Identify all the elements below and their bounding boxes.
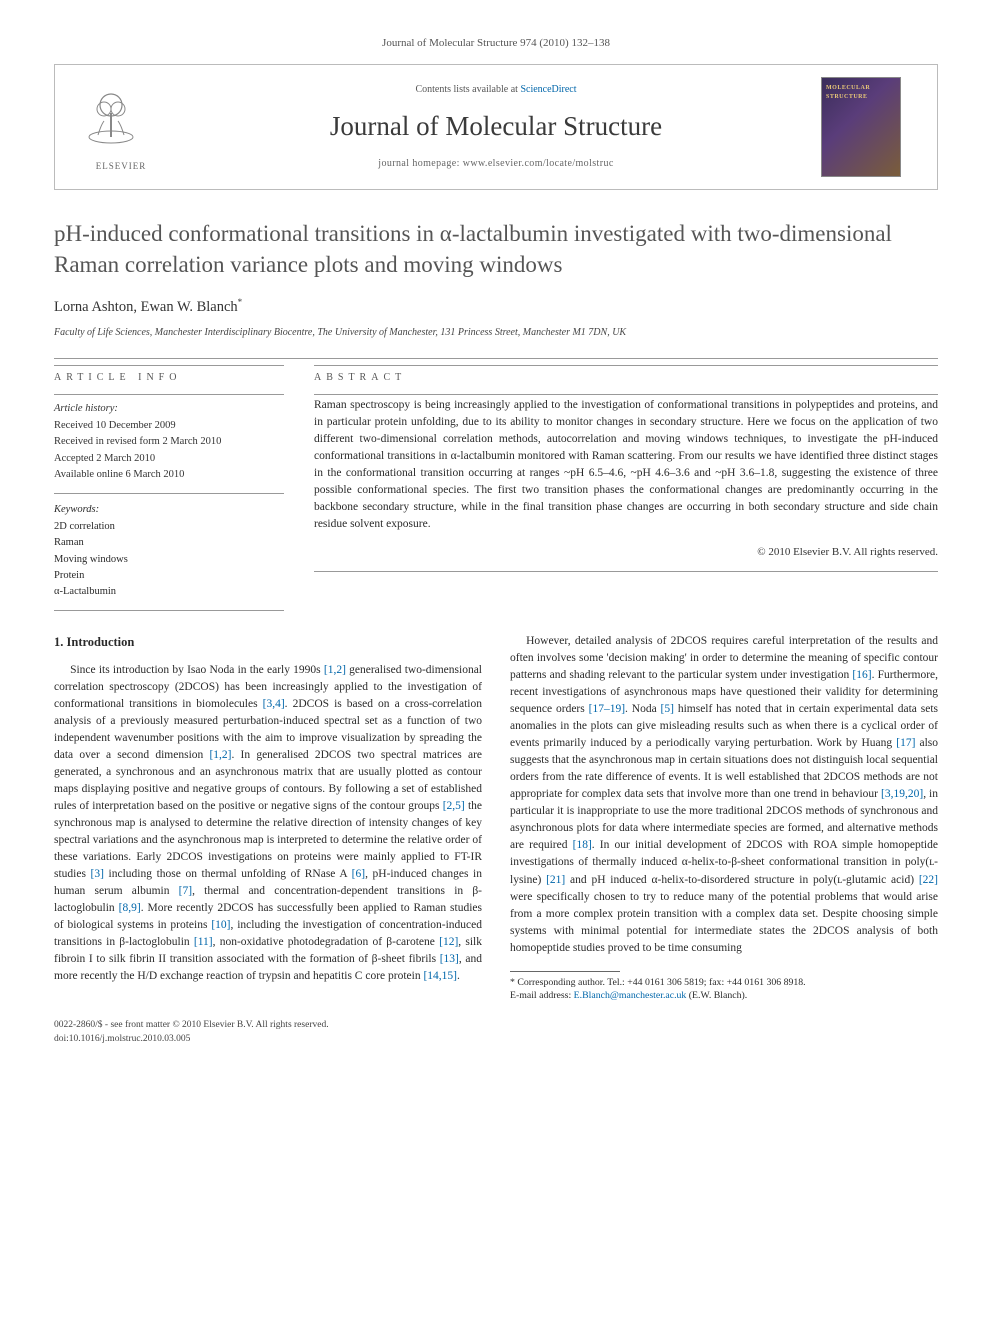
- history-online: Available online 6 March 2010: [54, 467, 284, 482]
- journal-reference: Journal of Molecular Structure 974 (2010…: [54, 36, 938, 52]
- ref-link[interactable]: [17]: [896, 737, 915, 749]
- abstract-copyright: © 2010 Elsevier B.V. All rights reserved…: [314, 545, 938, 561]
- email-suffix: (E.W. Blanch).: [686, 990, 747, 1001]
- ref-link[interactable]: [3,19,20]: [881, 788, 923, 800]
- info-abstract-row: ARTICLE INFO Article history: Received 1…: [54, 365, 938, 611]
- homepage-prefix: journal homepage:: [378, 158, 462, 169]
- ref-link[interactable]: [18]: [573, 839, 592, 851]
- abstract-body: Raman spectroscopy is being increasingly…: [314, 394, 938, 572]
- keyword-item: 2D correlation: [54, 519, 284, 534]
- ref-link[interactable]: [21]: [546, 874, 565, 886]
- email-link[interactable]: E.Blanch@manchester.ac.uk: [574, 990, 687, 1001]
- ref-link[interactable]: [11]: [194, 936, 213, 948]
- ref-link[interactable]: [13]: [440, 953, 459, 965]
- history-received: Received 10 December 2009: [54, 418, 284, 433]
- cover-thumbnail: MOLECULAR STRUCTURE: [821, 77, 901, 177]
- corresponding-marker: *: [238, 297, 243, 307]
- abstract-column: ABSTRACT Raman spectroscopy is being inc…: [314, 365, 938, 611]
- issn-line: 0022-2860/$ - see front matter © 2010 El…: [54, 1019, 938, 1033]
- abstract-heading: ABSTRACT: [314, 365, 938, 394]
- history-label: Article history:: [54, 401, 284, 416]
- masthead-center: Contents lists available at ScienceDirec…: [183, 83, 809, 171]
- corresponding-footnote: * Corresponding author. Tel.: +44 0161 3…: [510, 976, 938, 1003]
- ref-link[interactable]: [16]: [852, 669, 871, 681]
- keyword-item: Raman: [54, 535, 284, 550]
- cover-thumb-title: MOLECULAR STRUCTURE: [826, 84, 896, 101]
- keywords-label: Keywords:: [54, 502, 284, 517]
- keyword-item: Moving windows: [54, 552, 284, 567]
- footnote-email-line: E-mail address: E.Blanch@manchester.ac.u…: [510, 989, 938, 1003]
- contents-line: Contents lists available at ScienceDirec…: [183, 83, 809, 98]
- publisher-name: ELSEVIER: [71, 160, 171, 173]
- keyword-item: Protein: [54, 568, 284, 583]
- article-info-heading: ARTICLE INFO: [54, 365, 284, 394]
- ref-link[interactable]: [2,5]: [443, 800, 465, 812]
- homepage-line: journal homepage: www.elsevier.com/locat…: [183, 157, 809, 172]
- ref-link[interactable]: [1,2]: [209, 749, 231, 761]
- history-revised: Received in revised form 2 March 2010: [54, 434, 284, 449]
- paragraph-2: However, detailed analysis of 2DCOS requ…: [510, 633, 938, 956]
- footnote-contact: * Corresponding author. Tel.: +44 0161 3…: [510, 976, 938, 990]
- elsevier-tree-icon: [71, 80, 151, 160]
- author-names: Lorna Ashton, Ewan W. Blanch: [54, 299, 238, 315]
- masthead: ELSEVIER Contents lists available at Sci…: [54, 64, 938, 190]
- ref-link[interactable]: [3]: [91, 868, 104, 880]
- history-block: Article history: Received 10 December 20…: [54, 394, 284, 494]
- contents-prefix: Contents lists available at: [415, 84, 520, 95]
- paragraph-1: Since its introduction by Isao Noda in t…: [54, 662, 482, 985]
- section-1-heading: 1. Introduction: [54, 633, 482, 652]
- ref-link[interactable]: [6]: [352, 868, 365, 880]
- publisher-logo-block: ELSEVIER: [71, 80, 171, 173]
- divider: [54, 358, 938, 359]
- ref-link[interactable]: [14,15]: [423, 970, 457, 982]
- authors: Lorna Ashton, Ewan W. Blanch*: [54, 296, 938, 318]
- abstract-text: Raman spectroscopy is being increasingly…: [314, 395, 938, 533]
- ref-link[interactable]: [7]: [179, 885, 192, 897]
- doi-line: doi:10.1016/j.molstruc.2010.03.005: [54, 1033, 938, 1047]
- ref-link[interactable]: [3,4]: [263, 698, 285, 710]
- ref-link[interactable]: [12]: [439, 936, 458, 948]
- keyword-item: α-Lactalbumin: [54, 584, 284, 599]
- sciencedirect-link[interactable]: ScienceDirect: [520, 84, 576, 95]
- ref-link[interactable]: [8,9]: [119, 902, 141, 914]
- email-label: E-mail address:: [510, 990, 574, 1001]
- ref-link[interactable]: [17–19]: [589, 703, 625, 715]
- body-columns: 1. Introduction Since its introduction b…: [54, 633, 938, 1003]
- journal-name: Journal of Molecular Structure: [183, 107, 809, 146]
- affiliation: Faculty of Life Sciences, Manchester Int…: [54, 326, 938, 341]
- ref-link[interactable]: [1,2]: [324, 664, 346, 676]
- keywords-block: Keywords: 2D correlation Raman Moving wi…: [54, 494, 284, 611]
- article-title: pH-induced conformational transitions in…: [54, 218, 938, 280]
- page-footer: 0022-2860/$ - see front matter © 2010 El…: [54, 1019, 938, 1047]
- ref-link[interactable]: [10]: [211, 919, 230, 931]
- homepage-url[interactable]: www.elsevier.com/locate/molstruc: [463, 158, 614, 169]
- ref-link[interactable]: [5]: [661, 703, 674, 715]
- article-info-column: ARTICLE INFO Article history: Received 1…: [54, 365, 284, 611]
- footnote-divider: [510, 971, 620, 972]
- page-root: Journal of Molecular Structure 974 (2010…: [0, 0, 992, 1087]
- ref-link[interactable]: [22]: [919, 874, 938, 886]
- history-accepted: Accepted 2 March 2010: [54, 451, 284, 466]
